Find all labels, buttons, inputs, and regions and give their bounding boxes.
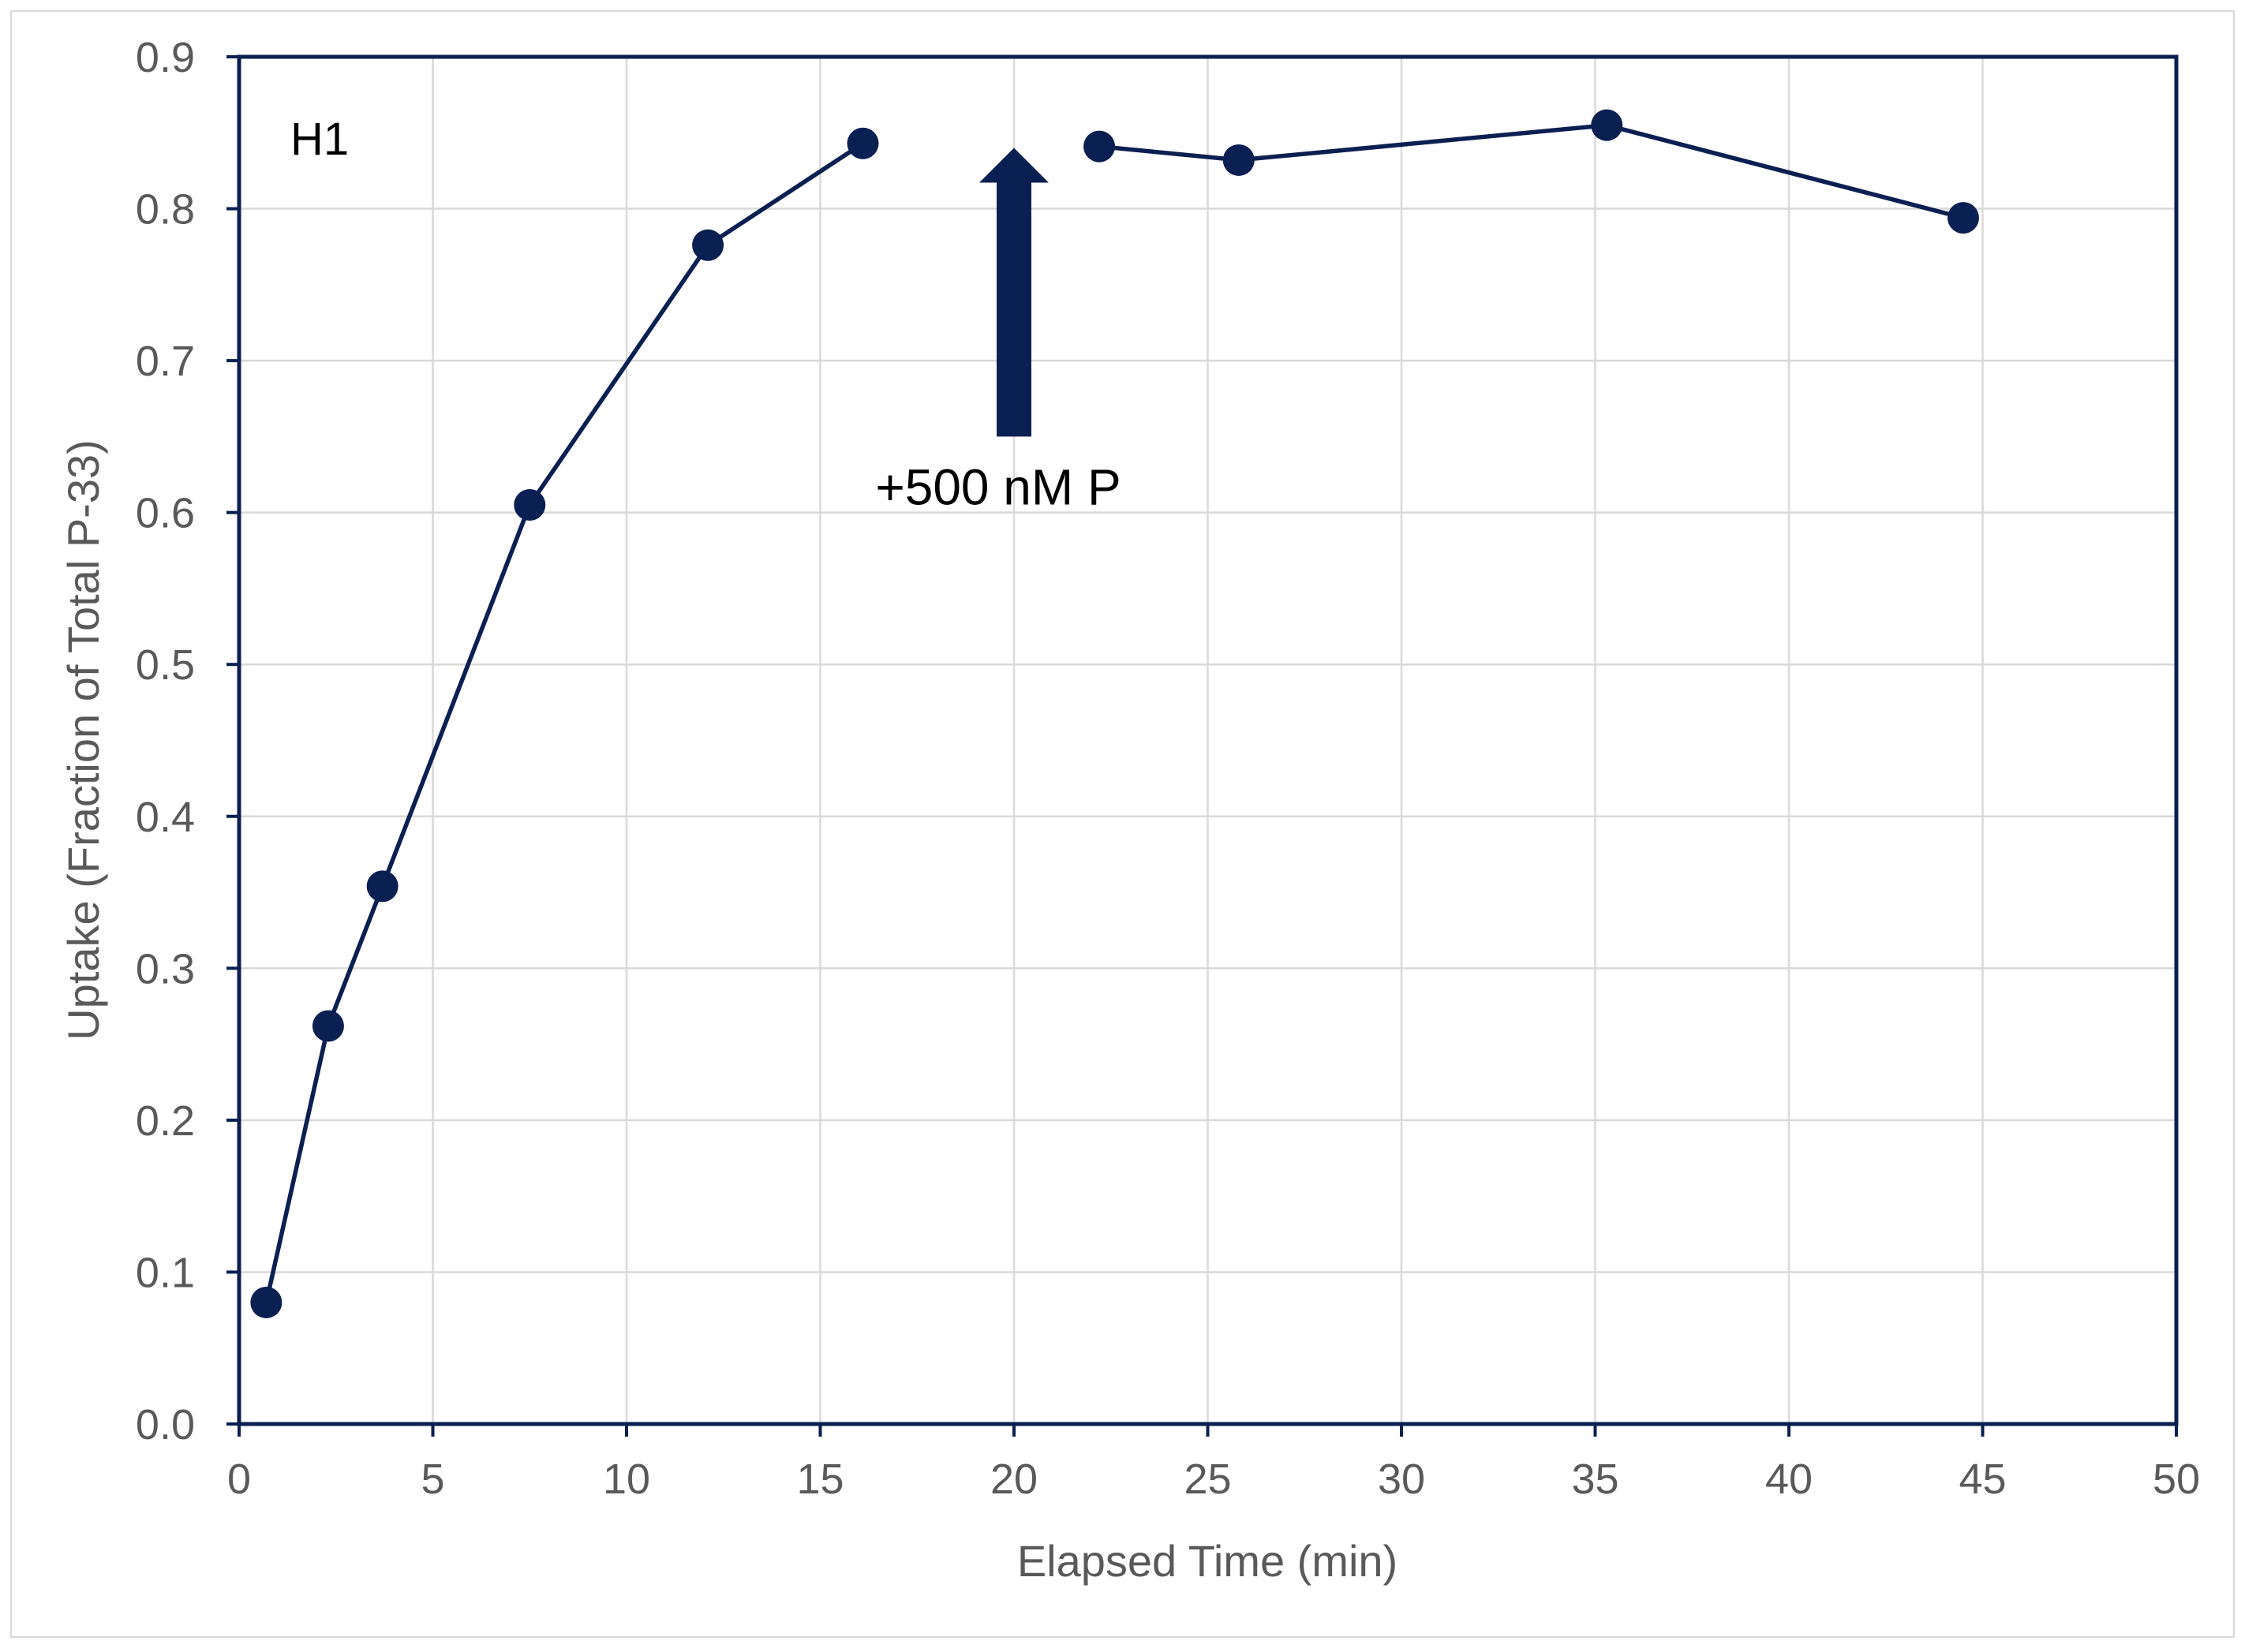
data-point [1083,130,1116,163]
data-point [1947,202,1979,234]
annotation-label: +500 nM P [875,458,1121,515]
x-tick-label: 45 [1959,1456,2006,1503]
y-tick-label: 0.7 [136,338,195,385]
tick-marks [226,55,2178,1437]
x-tick-label: 25 [1184,1456,1231,1503]
x-tick-label: 5 [421,1456,444,1503]
y-tick-label: 0.6 [136,490,195,537]
x-tick-label: 30 [1378,1456,1425,1503]
x-tick-labels: 0 5 10 15 20 25 30 35 40 45 50 [227,1456,2200,1503]
x-tick-label: 40 [1765,1456,1813,1503]
data-point [1591,109,1623,141]
series-lines [264,122,1964,1303]
data-point [514,489,546,521]
x-tick-label: 10 [603,1456,650,1503]
x-tick-label: 15 [796,1456,844,1503]
panel-label: H1 [290,114,349,165]
data-point [692,229,724,261]
data-point [847,127,879,159]
data-point [312,1010,344,1042]
y-tick-label: 0.5 [136,641,195,689]
x-tick-label: 0 [227,1456,251,1503]
x-tick-label: 35 [1571,1456,1618,1503]
y-tick-label: 0.1 [136,1249,195,1296]
y-tick-label: 0.0 [136,1401,195,1448]
series-line-segment-1 [264,141,865,1303]
data-point [1222,144,1255,176]
y-tick-labels: 0.0 0.1 0.2 0.3 0.4 0.5 0.6 0.7 0.8 0.9 [136,34,195,1448]
y-tick-label: 0.9 [136,34,195,81]
annotation: +500 nM P [875,148,1121,515]
y-tick-label: 0.3 [136,945,195,992]
addition-arrow [979,148,1049,437]
y-axis-title: Uptake (Fraction of Total P-33) [58,439,108,1041]
x-tick-label: 50 [2153,1456,2200,1503]
series-line-segment-2 [1098,122,1964,220]
x-tick-label: 20 [990,1456,1038,1503]
y-tick-label: 0.2 [136,1097,195,1145]
y-tick-label: 0.4 [136,794,195,841]
x-axis-title: Elapsed Time (min) [1017,1536,1398,1586]
data-point [366,870,398,903]
data-point [250,1286,282,1318]
data-markers [250,109,1979,1318]
y-tick-label: 0.8 [136,186,195,234]
grid [239,57,2176,1424]
